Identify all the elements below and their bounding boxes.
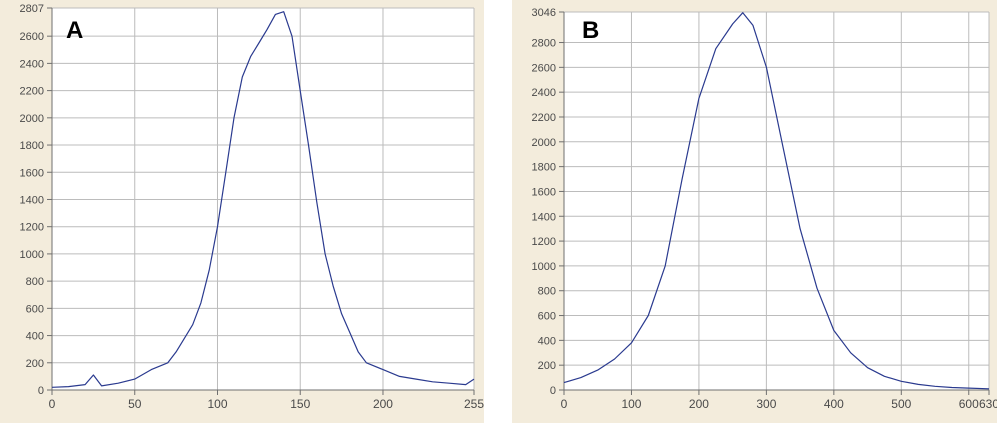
- axes-b: [559, 11, 990, 395]
- y-tick-label: 1200: [532, 236, 556, 248]
- x-tick-label: 50: [128, 397, 142, 411]
- y-tick-label: 2400: [532, 87, 556, 99]
- line-chart-a: 0 50 100 150 200 255 0 200 400 600 800 1000 1200 1400…: [20, 3, 485, 411]
- gridlines-b: [564, 11, 990, 390]
- y-tick-label: 1400: [20, 194, 44, 206]
- line-chart-b: 0 100 200 300 400 500 600 630020040060080010001…: [532, 7, 997, 411]
- y-tick-label: 2400: [20, 58, 44, 70]
- tick-labels-a: 0 50 100 150 200 255 0 200 400 600 800 1000 1200 1400…: [20, 3, 485, 411]
- y-tick-label: 0: [38, 385, 44, 397]
- x-tick-label: 630: [979, 397, 997, 411]
- gridlines-a: [52, 7, 475, 390]
- panel-label-b: B: [582, 17, 600, 44]
- y-tick-label: 2000: [532, 137, 556, 149]
- series-line-b: [563, 12, 990, 390]
- x-tick-label: 200: [689, 397, 709, 411]
- y-tick-label: 1600: [20, 167, 44, 179]
- x-tick-label: 300: [756, 397, 776, 411]
- y-tick-label: 1400: [532, 211, 556, 223]
- panel-label-a: A: [66, 17, 84, 44]
- y-tick-label: 1200: [20, 222, 44, 234]
- y-tick-label: 600: [538, 311, 556, 323]
- y-tick-label: 800: [538, 286, 556, 298]
- y-tick-label: 2200: [20, 86, 44, 98]
- y-tick-label: 600: [26, 303, 44, 315]
- x-tick-label: 255: [464, 397, 484, 411]
- y-tick-label: 0: [550, 385, 556, 397]
- tick-labels-b: 0 100 200 300 400 500 600 630020040060080010001…: [532, 7, 997, 411]
- y-tick-label: 200: [26, 358, 44, 370]
- y-tick-label: 400: [26, 331, 44, 343]
- y-tick-label: 2800: [532, 38, 556, 50]
- y-tick-label: 1800: [532, 162, 556, 174]
- x-tick-label: 150: [290, 397, 310, 411]
- series-line-a: [51, 11, 475, 388]
- plot-area-b: [564, 12, 989, 390]
- y-tick-label: 1000: [532, 261, 556, 273]
- x-tick-label: 0: [49, 397, 56, 411]
- x-tick-label: 600: [959, 397, 979, 411]
- y-tick-label: 2807: [20, 3, 44, 15]
- y-tick-label: 2000: [20, 113, 44, 125]
- x-tick-label: 0: [561, 397, 568, 411]
- x-tick-label: 100: [621, 397, 641, 411]
- series-a: [51, 11, 475, 388]
- y-tick-label: 2600: [20, 31, 44, 43]
- y-tick-label: 1600: [532, 186, 556, 198]
- series-b: [563, 12, 990, 390]
- y-tick-label: 400: [538, 335, 556, 347]
- y-tick-label: 3046: [532, 7, 556, 19]
- y-tick-label: 2600: [532, 62, 556, 74]
- chart-panel-a: 0 50 100 150 200 255 0 200 400 600 800 1000 1200 1400…: [0, 0, 484, 423]
- chart-panel-b: 0 100 200 300 400 500 600 630 0 200 400 600 800 1000 1…: [512, 0, 997, 423]
- y-tick-label: 2200: [532, 112, 556, 124]
- x-tick-label: 100: [207, 397, 227, 411]
- x-tick-label: 200: [373, 397, 393, 411]
- y-tick-label: 1800: [20, 140, 44, 152]
- axes-a: [47, 7, 475, 395]
- x-tick-label: 400: [824, 397, 844, 411]
- y-tick-label: 1000: [20, 249, 44, 261]
- y-tick-label: 200: [538, 360, 556, 372]
- x-tick-label: 500: [891, 397, 911, 411]
- y-tick-label: 800: [26, 276, 44, 288]
